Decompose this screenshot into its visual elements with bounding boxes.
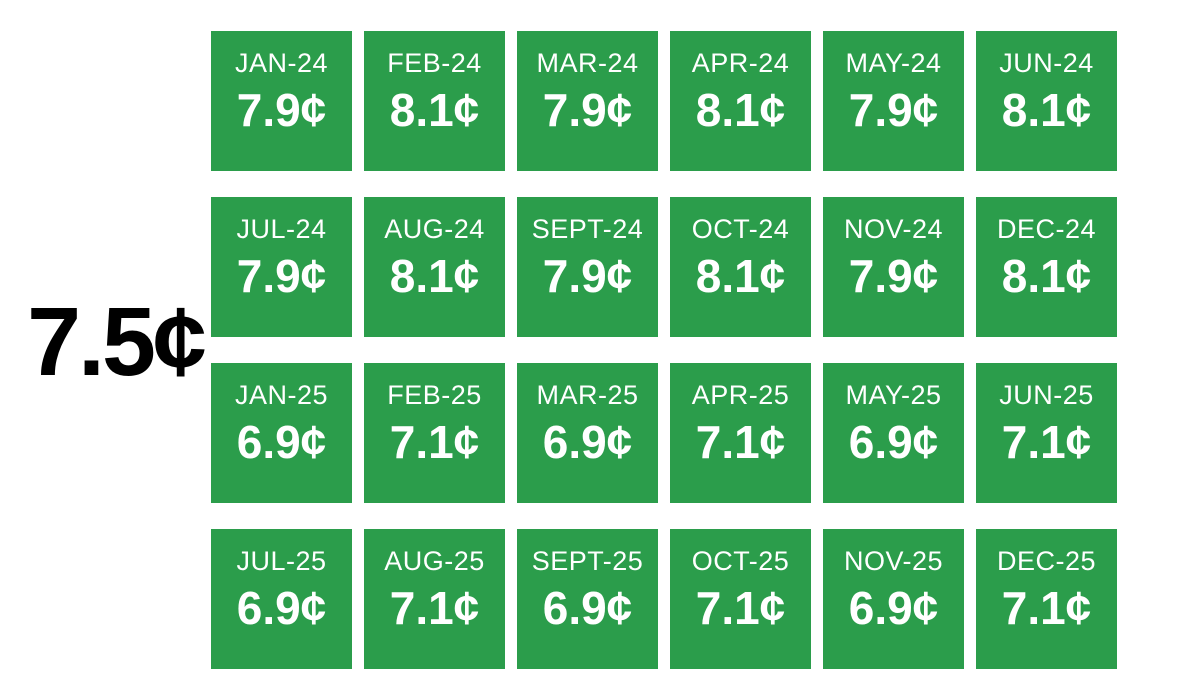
month-tile: FEB-25 7.1¢	[364, 363, 505, 503]
month-label: FEB-24	[387, 48, 482, 78]
month-label: APR-24	[691, 48, 790, 78]
month-label: NOV-25	[843, 546, 944, 576]
rate-value: 7.1¢	[1001, 416, 1092, 468]
month-label: JUL-24	[236, 214, 327, 244]
month-tile: MAY-24 7.9¢	[823, 31, 964, 171]
month-tile: JUL-24 7.9¢	[211, 197, 352, 337]
month-tile: OCT-25 7.1¢	[670, 529, 811, 669]
month-tile: NOV-24 7.9¢	[823, 197, 964, 337]
month-label: APR-25	[691, 380, 790, 410]
rate-value: 7.1¢	[695, 582, 786, 634]
month-tile: OCT-24 8.1¢	[670, 197, 811, 337]
month-label: MAR-25	[536, 380, 639, 410]
rate-value: 7.9¢	[848, 84, 939, 136]
month-tile: NOV-25 6.9¢	[823, 529, 964, 669]
month-label: OCT-25	[691, 546, 790, 576]
rate-value: 6.9¢	[236, 416, 327, 468]
month-label: JUN-25	[999, 380, 1094, 410]
month-label: MAY-25	[845, 380, 942, 410]
rate-value: 8.1¢	[389, 84, 480, 136]
month-label: DEC-24	[996, 214, 1097, 244]
rate-value: 6.9¢	[236, 582, 327, 634]
month-label: SEPT-24	[531, 214, 644, 244]
headline-rate-label: 7.5¢	[27, 287, 207, 396]
month-label: JAN-25	[234, 380, 329, 410]
month-tile: DEC-24 8.1¢	[976, 197, 1117, 337]
month-label: FEB-25	[387, 380, 482, 410]
rate-value: 8.1¢	[389, 250, 480, 302]
month-label: AUG-24	[384, 214, 485, 244]
rate-value: 7.9¢	[542, 250, 633, 302]
month-tile: JUN-25 7.1¢	[976, 363, 1117, 503]
month-tile: APR-24 8.1¢	[670, 31, 811, 171]
rate-value: 7.1¢	[695, 416, 786, 468]
rate-value: 8.1¢	[1001, 250, 1092, 302]
month-label: DEC-25	[996, 546, 1097, 576]
month-tile: JAN-25 6.9¢	[211, 363, 352, 503]
month-tile: MAR-24 7.9¢	[517, 31, 658, 171]
rate-value: 7.1¢	[1001, 582, 1092, 634]
rate-value: 6.9¢	[848, 416, 939, 468]
month-tile: APR-25 7.1¢	[670, 363, 811, 503]
month-label: JUL-25	[236, 546, 327, 576]
month-rate-grid: JAN-24 7.9¢ FEB-24 8.1¢ MAR-24 7.9¢ APR-24 8.1¢…	[211, 31, 1117, 669]
month-tile: JAN-24 7.9¢	[211, 31, 352, 171]
rate-value: 7.1¢	[389, 582, 480, 634]
rate-value: 7.9¢	[848, 250, 939, 302]
rate-value: 6.9¢	[542, 582, 633, 634]
month-tile: AUG-24 8.1¢	[364, 197, 505, 337]
month-label: OCT-24	[691, 214, 790, 244]
rate-value: 8.1¢	[695, 250, 786, 302]
month-label: JUN-24	[999, 48, 1094, 78]
month-tile: JUN-24 8.1¢	[976, 31, 1117, 171]
rate-value: 6.9¢	[848, 582, 939, 634]
rate-value: 7.9¢	[236, 84, 327, 136]
month-label: AUG-25	[384, 546, 485, 576]
rate-value: 8.1¢	[695, 84, 786, 136]
month-label: SEPT-25	[531, 546, 644, 576]
month-label: MAY-24	[845, 48, 942, 78]
month-tile: DEC-25 7.1¢	[976, 529, 1117, 669]
month-tile: FEB-24 8.1¢	[364, 31, 505, 171]
month-label: MAR-24	[536, 48, 639, 78]
month-label: NOV-24	[843, 214, 944, 244]
rate-value: 6.9¢	[542, 416, 633, 468]
month-tile: SEPT-24 7.9¢	[517, 197, 658, 337]
month-tile: JUL-25 6.9¢	[211, 529, 352, 669]
rate-value: 7.1¢	[389, 416, 480, 468]
month-tile: AUG-25 7.1¢	[364, 529, 505, 669]
month-tile: MAY-25 6.9¢	[823, 363, 964, 503]
month-tile: MAR-25 6.9¢	[517, 363, 658, 503]
rate-value: 7.9¢	[542, 84, 633, 136]
month-tile: SEPT-25 6.9¢	[517, 529, 658, 669]
rate-value: 7.9¢	[236, 250, 327, 302]
month-label: JAN-24	[234, 48, 329, 78]
rate-value: 8.1¢	[1001, 84, 1092, 136]
